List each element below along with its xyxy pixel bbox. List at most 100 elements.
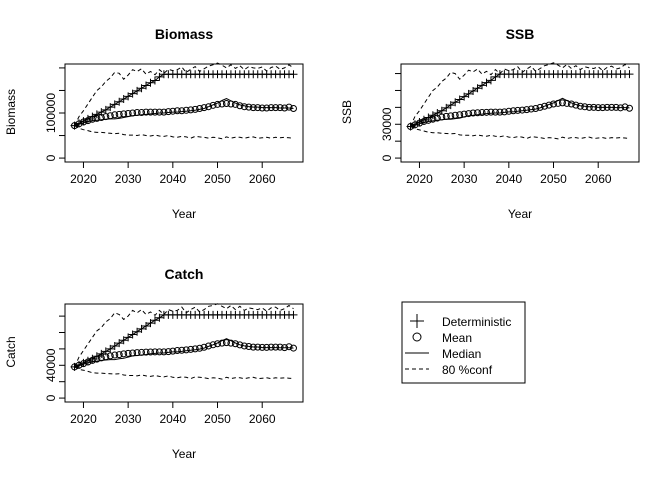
mean-point (227, 339, 235, 347)
deterministic-point (625, 70, 634, 79)
mean-point (222, 339, 230, 347)
x-axis-label: Year (508, 207, 532, 221)
mean-point (258, 343, 266, 351)
deterministic-point (155, 313, 164, 322)
mean-point (151, 108, 159, 116)
mean-point (576, 102, 584, 110)
mean-point (93, 355, 101, 363)
x-tick-label: 2020 (70, 412, 97, 426)
mean-point (187, 106, 195, 114)
mean-point (75, 120, 83, 128)
x-tick-label: 2040 (159, 412, 186, 426)
y-tick-label: 0 (380, 154, 394, 161)
legend: Deterministic Mean Median 80 %conf (401, 301, 526, 384)
mean-point (567, 100, 575, 108)
mean-point (178, 346, 186, 354)
x-tick-label: 2030 (115, 412, 142, 426)
deterministic-point (110, 100, 119, 109)
mean-point (111, 351, 119, 359)
deterministic-point (137, 84, 146, 93)
mean-point (407, 123, 415, 131)
mean-point (155, 108, 163, 116)
mean-point (518, 106, 526, 114)
y-axis-label: SSB (340, 100, 354, 124)
deterministic-point (146, 78, 155, 87)
plus-marker-icon (410, 314, 424, 328)
mean-point (71, 122, 79, 130)
mean-point (169, 347, 177, 355)
x-tick-label: 2040 (159, 172, 186, 186)
mean-point (541, 102, 549, 110)
mean-point (191, 345, 199, 353)
mean-point (142, 348, 150, 356)
legend-label: Deterministic (442, 315, 511, 329)
mean-point (500, 108, 508, 116)
mean-point (231, 100, 239, 108)
mean-point (178, 107, 186, 115)
mean-point (465, 110, 473, 118)
mean-point (491, 108, 499, 116)
mean-point (155, 348, 163, 356)
mean-point (88, 356, 96, 364)
mean-point (451, 111, 459, 119)
mean-point (102, 113, 110, 121)
mean-point (160, 108, 168, 116)
panel-ssb: SSB Year SSB 2020 2030 2040 2050 2060 0 30000 (340, 26, 640, 221)
legend-label: Mean (442, 331, 472, 345)
legend-label: 80 %conf (442, 363, 493, 377)
conf-lower-line (74, 125, 294, 140)
mean-point (227, 100, 235, 108)
mean-point (173, 107, 181, 115)
mean-point (173, 347, 181, 355)
mean-point (581, 103, 589, 111)
panel-catch: Catch Year Catch 2020 2030 2040 2050 2060 0 40… (4, 266, 304, 461)
mean-point (129, 109, 137, 117)
legend-entry-deterministic: Deterministic (410, 314, 511, 329)
deterministic-point (119, 95, 128, 104)
mean-point (106, 352, 114, 360)
deterministic-point (433, 109, 442, 117)
mean-point (267, 343, 275, 351)
panel-title: Biomass (155, 26, 214, 42)
conf-lower-line (410, 126, 630, 140)
mean-point (102, 353, 110, 361)
mean-point (550, 100, 558, 108)
mean-point (164, 108, 172, 116)
deterministic-point (460, 92, 469, 101)
mean-point (97, 114, 105, 122)
panel-biomass: Biomass Year Biomass 2020 2030 2040 2050 206… (4, 26, 304, 221)
mean-point (71, 363, 79, 371)
conf-upper-line (74, 303, 294, 368)
mean-point (218, 100, 226, 108)
mean-point (603, 103, 611, 111)
mean-point (200, 343, 208, 351)
y-tick-label: 30000 (380, 107, 394, 141)
y-tick-label: 0 (44, 154, 58, 161)
legend-entry-median: Median (405, 347, 481, 361)
mean-point (75, 361, 83, 369)
mean-point (146, 348, 154, 356)
y-tick-label: 100000 (44, 93, 58, 133)
mean-point (276, 104, 284, 112)
mean-point (258, 104, 266, 112)
mean-point (545, 101, 553, 109)
deterministic-point (491, 72, 500, 81)
legend-entry-conf: 80 %conf (405, 363, 493, 377)
mean-point (240, 103, 248, 111)
mean-point (254, 104, 262, 112)
mean-point (433, 114, 441, 122)
deterministic-point (115, 339, 124, 348)
mean-point (138, 348, 146, 356)
deterministic-point (451, 98, 460, 107)
mean-point (124, 109, 132, 117)
deterministic-point (150, 316, 159, 325)
mean-point (474, 109, 482, 117)
mean-point (563, 99, 571, 107)
mean-point (281, 104, 289, 112)
mean-point (249, 343, 257, 351)
x-axis-label: Year (172, 207, 196, 221)
mean-point (415, 119, 423, 127)
deterministic-point (124, 92, 133, 101)
